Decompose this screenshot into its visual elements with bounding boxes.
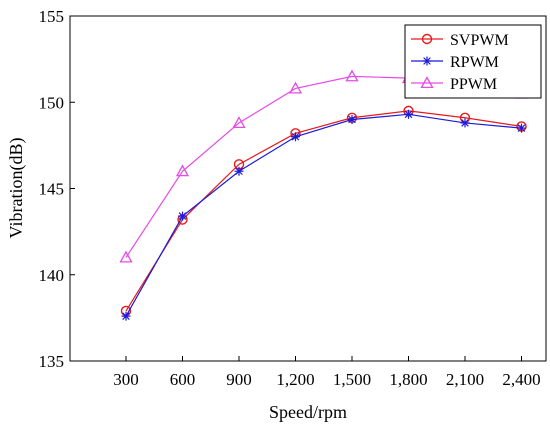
data-point-rpwm (291, 132, 300, 142)
y-tick-label: 150 (39, 93, 65, 112)
data-point-rpwm-stroke (122, 312, 130, 320)
x-axis: 300 600 900 1,200 1,500 1,800 2,100 2,400 (113, 356, 541, 389)
x-axis-label: Speed/rpm (269, 402, 347, 422)
x-tick-label: 600 (170, 370, 196, 389)
data-point-rpwm (460, 118, 470, 128)
data-point-rpwm-stroke (404, 110, 413, 119)
x-tick-label: 900 (226, 370, 252, 389)
data-point-ppwm (119, 250, 133, 263)
series-rpwm (121, 109, 526, 321)
data-point-ppwm (288, 81, 303, 94)
series-line-svpwm (125, 110, 522, 312)
series-line-rpwm (125, 113, 522, 317)
data-point-rpwm (404, 109, 413, 119)
legend-label-svpwm: SVPWM (450, 32, 509, 49)
y-tick-label: 135 (39, 352, 65, 371)
y-tick-label: 145 (39, 180, 65, 199)
data-point-ppwm (232, 116, 246, 128)
x-tick-label: 1,800 (389, 370, 427, 389)
y-tick-label: 155 (39, 7, 65, 26)
data-point-rpwm (234, 166, 244, 176)
data-point-rpwm-stroke (348, 115, 356, 124)
data-point-rpwm (178, 211, 187, 221)
x-tick-label: 2,100 (446, 370, 484, 389)
legend-label-ppwm: PPWM (450, 76, 497, 93)
data-point-rpwm (347, 115, 357, 124)
x-tick-label: 1,500 (333, 370, 371, 389)
data-point-rpwm-stroke (178, 212, 187, 220)
legend-marker-svpwm (421, 33, 433, 45)
y-axis: 135 140 145 150 155 (39, 7, 75, 371)
legend: SVPWM RPWM PPWM (404, 24, 542, 99)
data-point-ppwm (175, 164, 190, 177)
y-tick-label: 140 (39, 266, 65, 285)
data-point-rpwm-stroke (235, 167, 243, 176)
data-point-ppwm (345, 69, 359, 82)
y-axis-label: Vibration(dB) (6, 138, 27, 239)
x-tick-label: 300 (113, 370, 139, 389)
x-tick-label: 1,200 (276, 370, 314, 389)
data-point-rpwm-stroke (461, 119, 469, 127)
legend-label-rpwm: RPWM (450, 54, 499, 71)
x-tick-label: 2,400 (502, 370, 540, 389)
legend-marker-rpwm (422, 56, 432, 66)
data-point-rpwm-stroke (517, 124, 526, 132)
data-point-rpwm (517, 123, 526, 133)
legend-marker-ppwm (420, 76, 434, 89)
data-point-rpwm-stroke (291, 132, 300, 141)
data-point-rpwm (121, 311, 131, 321)
legend-marker-rpwm-stroke (423, 57, 431, 65)
